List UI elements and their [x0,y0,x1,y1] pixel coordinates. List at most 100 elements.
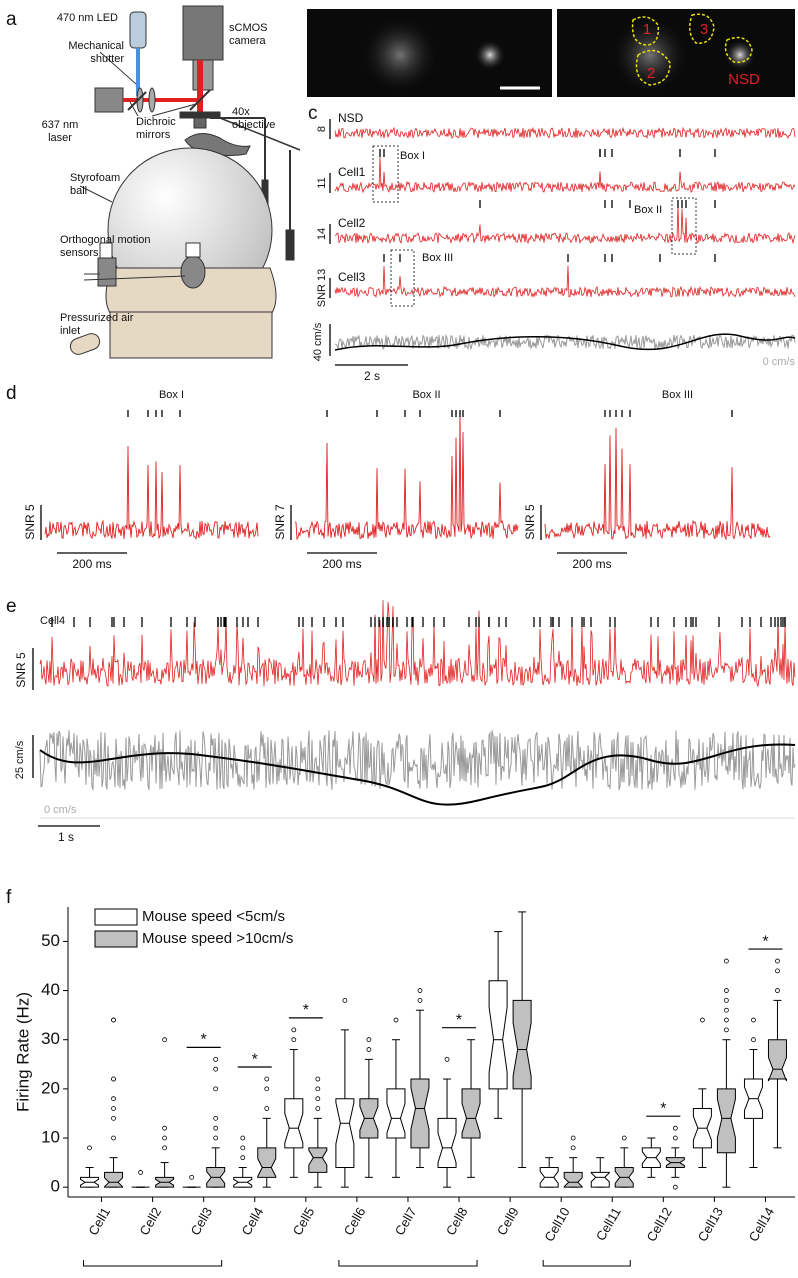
schematic-label: Pressurized air inlet [60,312,134,337]
outlier [570,1145,576,1151]
scale-label: 8 [316,126,328,132]
trace-label: Cell3 [338,270,366,284]
box [386,1088,406,1139]
outlier [366,1037,372,1043]
significance-label: * [303,1002,309,1019]
trace [294,411,519,541]
outlier [162,1125,168,1131]
significance-label: * [762,933,768,950]
y-tick-label: 20 [41,1078,60,1097]
scale-label: SNR 5 [14,652,28,688]
panel-label: f [6,887,12,908]
group-bracket [542,1260,631,1267]
speed-trace [334,333,796,351]
scale-label: 40 cm/s [312,322,324,361]
outlier [213,1135,219,1141]
outlier [315,1086,321,1092]
outlier [699,1017,705,1023]
x-tick-label: Cell12 [643,1205,674,1244]
outlier [213,1066,219,1072]
outlier [240,1145,246,1151]
box [767,1039,787,1082]
outlier [723,1027,729,1033]
outlier [240,1135,246,1141]
scale-label: 14 [316,228,328,240]
scale-label: SNR 7 [273,504,287,540]
significance-label: * [252,1051,258,1068]
box [461,1088,481,1139]
micrographs [307,9,795,97]
trace [39,600,796,688]
schematic-label: Orthogonal motion sensors [60,234,151,259]
x-tick-label: Cell11 [593,1205,624,1244]
scale-label: 1 s [58,830,74,844]
schematic-label: 40x objective [232,106,275,131]
outlier [417,997,423,1003]
scale-label: 0 cm/s [44,804,77,816]
outlier [264,1106,270,1111]
outlier [723,997,729,1003]
legend-swatch [94,930,138,948]
roi-label: 2 [647,65,655,82]
box [308,1147,328,1173]
outlier [291,1037,297,1043]
group-bracket [338,1260,478,1267]
schematic [69,5,301,359]
outlier [775,958,780,964]
significance-label: * [456,1012,462,1029]
outlier [342,997,348,1003]
outlier [240,1155,246,1161]
schematic-label: Styrofoam ball [70,172,120,197]
trace [334,204,796,245]
roi-label: 3 [700,21,708,38]
x-tick-label: Cell1 [85,1205,113,1238]
y-tick-label: 0 [51,1177,60,1196]
significance-label: * [660,1100,666,1117]
x-tick-label: Cell13 [695,1205,726,1244]
panel-label: c [308,103,318,124]
trace-label: NSD [338,111,364,125]
box-label: Box III [422,252,453,264]
scale-label: SNR 5 [523,504,537,540]
outlier [751,1037,756,1043]
outlier [213,1056,219,1062]
outlier [444,1056,450,1062]
outlier [264,1076,270,1082]
x-tick-label: Cell14 [746,1205,777,1244]
trace [334,157,796,194]
scale-label: SNR 5 [23,504,37,540]
scale-label: 2 s [364,369,380,383]
roi-label: NSD [728,71,760,88]
y-axis-label: Firing Rate (Hz) [13,992,32,1112]
scale-label: 200 ms [72,557,111,571]
zoom-title: Box III [662,389,693,401]
outlier [111,1106,116,1111]
outlier [111,1017,116,1023]
outlier [315,1096,321,1102]
legend-label: Mouse speed >10cm/s [142,930,293,947]
y-tick-label: 40 [41,980,60,999]
outlier [672,1184,678,1190]
box [257,1147,277,1178]
outlier [621,1135,627,1141]
outlier [315,1076,321,1082]
x-tick-label: Cell9 [494,1205,522,1238]
outlier [775,968,780,974]
outlier [315,1106,321,1111]
panel-label: e [6,596,17,617]
box [512,999,532,1090]
box-outline [390,249,415,307]
box [488,980,508,1090]
scale-label: 200 ms [572,557,611,571]
outlier [751,1017,756,1023]
outlier [366,1047,372,1052]
outlier [87,1145,92,1151]
y-tick-label: 50 [41,931,60,950]
outlier [162,1037,168,1043]
outlier [111,1076,116,1082]
schematic-label: Mechanical shutter [68,40,124,65]
outlier [723,988,729,993]
outlier [162,1135,168,1141]
legend-label: Mouse speed <5cm/s [142,908,285,925]
